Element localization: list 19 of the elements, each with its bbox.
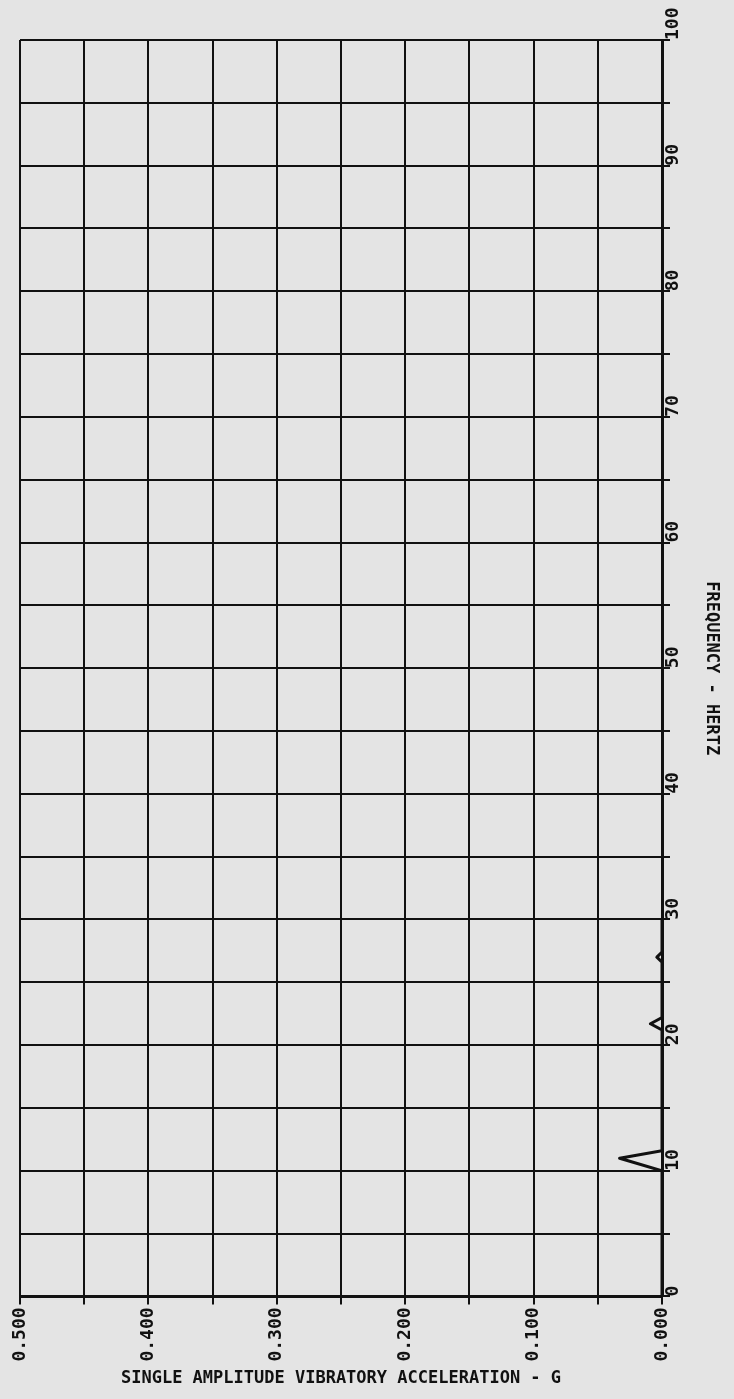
x-tick-label: 0.300	[264, 1307, 286, 1362]
x-tick-label: 0.000	[649, 1307, 671, 1362]
x-tick-label: 0.500	[7, 1307, 29, 1362]
x-tick-label: 0.400	[136, 1307, 158, 1362]
y-tick-label: 40	[660, 772, 682, 794]
y-tick-label: 20	[660, 1023, 682, 1046]
y-tick-label: 100	[660, 7, 682, 40]
y-tick-label: 90	[660, 143, 682, 166]
y-axis-title: FREQUENCY - HERTZ	[703, 581, 724, 756]
y-tick-label: 50	[660, 646, 682, 669]
x-tick-label: 0.100	[521, 1307, 543, 1362]
x-axis-title: SINGLE AMPLITUDE VIBRATORY ACCELERATION - G	[120, 1367, 562, 1388]
y-tick-label: 80	[660, 269, 682, 292]
y-tick-label: 30	[660, 897, 682, 920]
y-tick-label: 0	[660, 1285, 682, 1297]
y-tick-label: 10	[660, 1149, 682, 1171]
x-tick-label: 0.200	[392, 1307, 414, 1362]
y-tick-label: 60	[660, 520, 682, 543]
y-tick-label: 70	[660, 395, 682, 417]
